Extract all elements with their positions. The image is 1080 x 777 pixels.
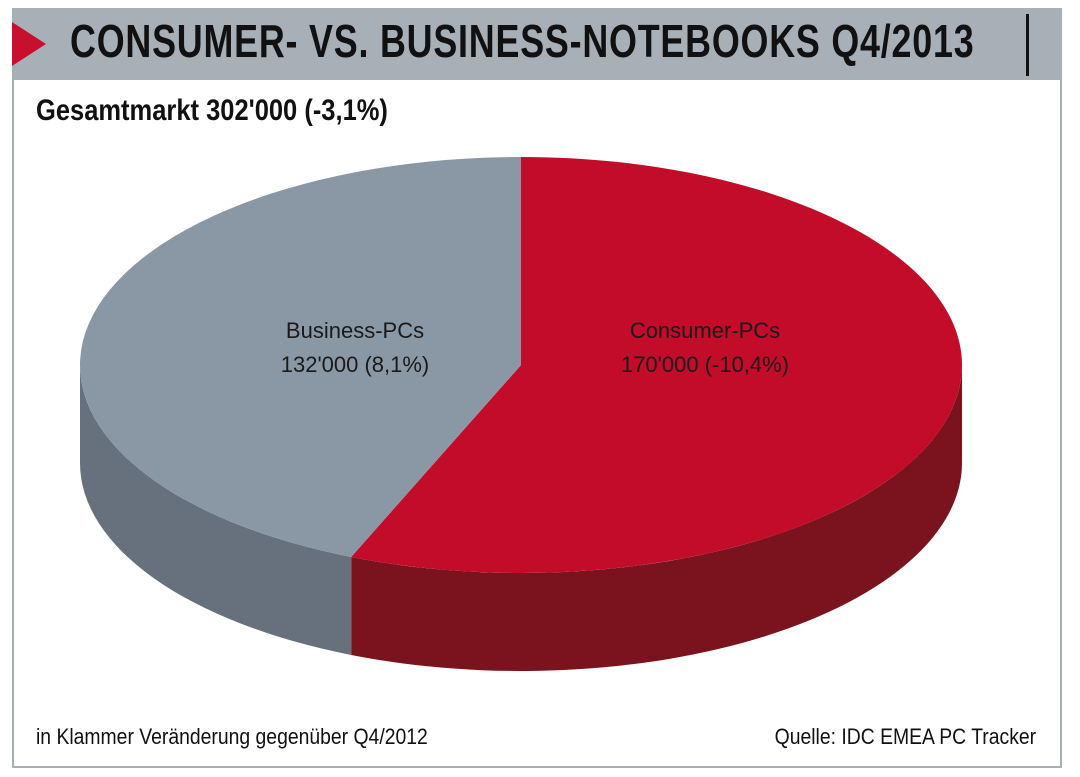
footnote-change: in Klammer Veränderung gegenüber Q4/2012	[36, 724, 428, 749]
pie-layer	[79, 157, 962, 672]
slice-label-business-value: 132'000 (8,1%)	[281, 352, 430, 377]
slice-label-consumer-name: Consumer-PCs	[630, 318, 780, 343]
slice-label-business-name: Business-PCs	[286, 318, 424, 343]
slice-label-consumer-value: 170'000 (-10,4%)	[621, 352, 789, 377]
page-title: CONSUMER- VS. BUSINESS-NOTEBOOKS Q4/2013	[70, 15, 975, 67]
footnote-source: Quelle: IDC EMEA PC Tracker	[774, 724, 1036, 749]
title-divider	[1026, 14, 1029, 76]
title-arrow-icon	[12, 22, 46, 66]
slice-side-business	[79, 365, 352, 655]
pie-slice-business	[79, 157, 521, 557]
chart-subtitle: Gesamtmarkt 302'000 (-3,1%)	[36, 94, 388, 127]
slice-side-consumer	[351, 365, 962, 672]
pie-slice-consumer	[351, 157, 962, 573]
title-bar	[12, 8, 1062, 80]
